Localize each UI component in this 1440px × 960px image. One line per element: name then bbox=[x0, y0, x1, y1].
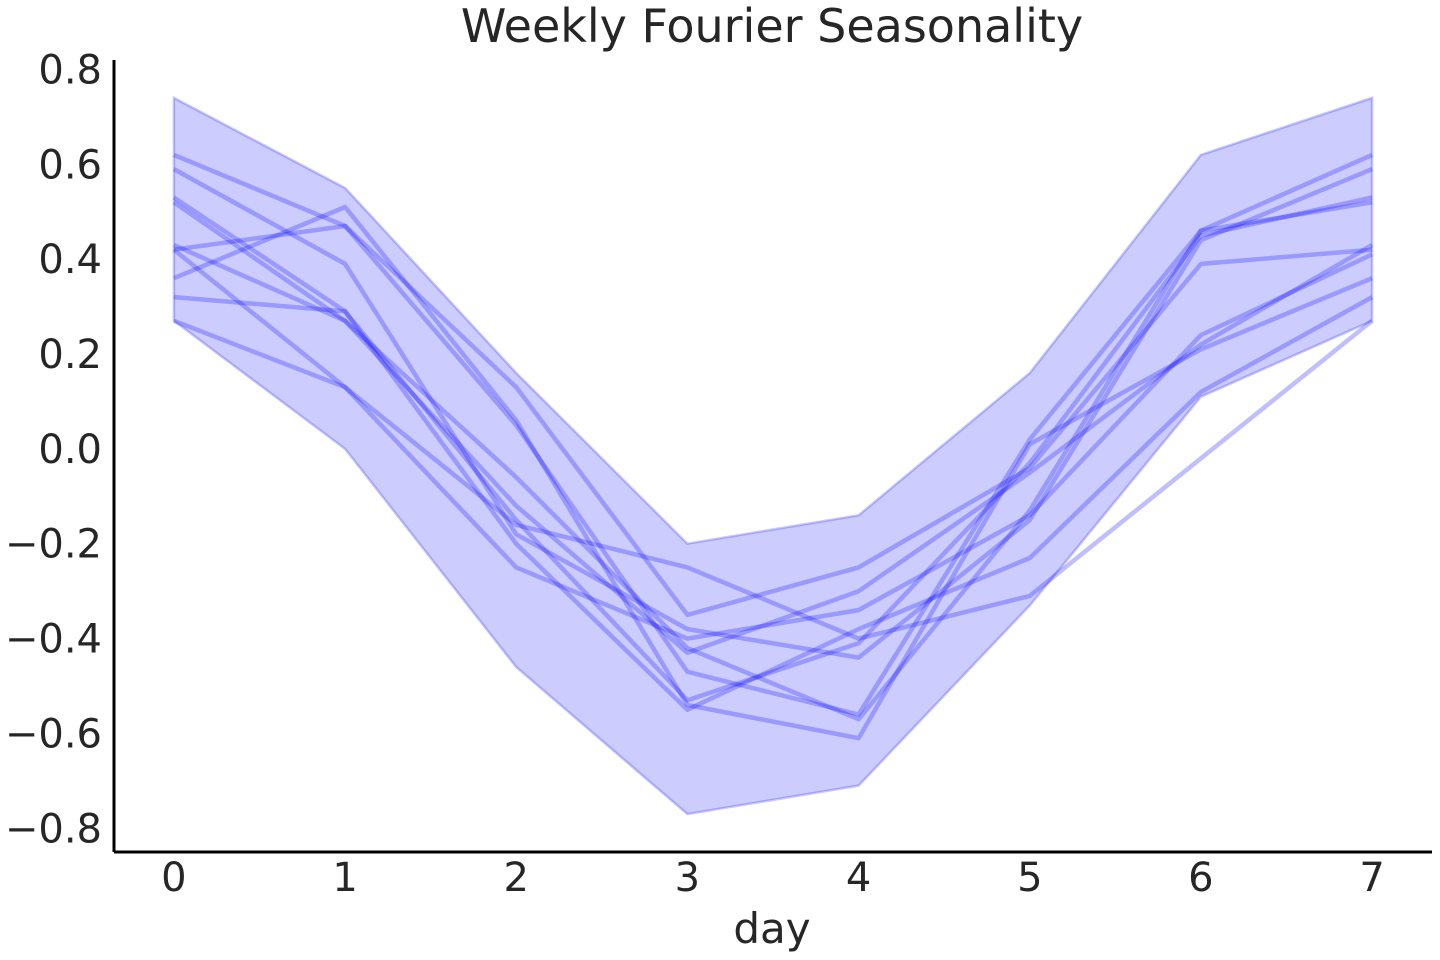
x-tick-label: 1 bbox=[332, 855, 357, 901]
x-axis-label: day bbox=[733, 904, 810, 953]
x-axis-ticks: 0 1 2 3 4 5 6 7 bbox=[161, 855, 1385, 901]
series-line-3 bbox=[172, 195, 1373, 703]
series-layer bbox=[172, 152, 1374, 741]
series-line-10 bbox=[172, 247, 1374, 641]
series-line-6 bbox=[173, 223, 1373, 618]
x-tick-label: 3 bbox=[675, 855, 700, 901]
series-line-7 bbox=[173, 204, 1373, 741]
series-line-8 bbox=[173, 294, 1374, 712]
series-line-2 bbox=[172, 167, 1373, 660]
x-tick-label: 6 bbox=[1188, 855, 1213, 901]
y-tick-label: −0.2 bbox=[5, 522, 102, 568]
series-line-5 bbox=[172, 200, 1373, 722]
series-line-9 bbox=[173, 252, 1374, 641]
y-tick-label: 0.6 bbox=[38, 142, 102, 188]
y-tick-label: 0.2 bbox=[38, 332, 102, 378]
y-axis-ticks: 0.8 0.6 0.4 0.2 0.0 −0.2 −0.4 −0.6 −0.8 bbox=[5, 48, 102, 853]
chart-title: Weekly Fourier Seasonality bbox=[461, 0, 1083, 53]
x-tick-label: 5 bbox=[1017, 855, 1042, 901]
series-line-1 bbox=[173, 152, 1374, 717]
x-tick-label: 7 bbox=[1359, 855, 1384, 901]
y-tick-label: −0.6 bbox=[5, 711, 102, 757]
uncertainty-band-layer bbox=[172, 95, 1374, 816]
series-line-4 bbox=[172, 200, 1374, 656]
y-tick-label: 0.0 bbox=[38, 427, 102, 473]
x-tick-label: 0 bbox=[161, 855, 186, 901]
y-tick-label: 0.8 bbox=[38, 48, 102, 94]
y-tick-label: 0.4 bbox=[38, 237, 102, 283]
x-tick-label: 4 bbox=[846, 855, 871, 901]
y-tick-label: −0.4 bbox=[5, 617, 102, 663]
y-tick-label: −0.8 bbox=[5, 806, 102, 852]
x-tick-label: 2 bbox=[503, 855, 528, 901]
uncertainty-band bbox=[172, 95, 1374, 816]
